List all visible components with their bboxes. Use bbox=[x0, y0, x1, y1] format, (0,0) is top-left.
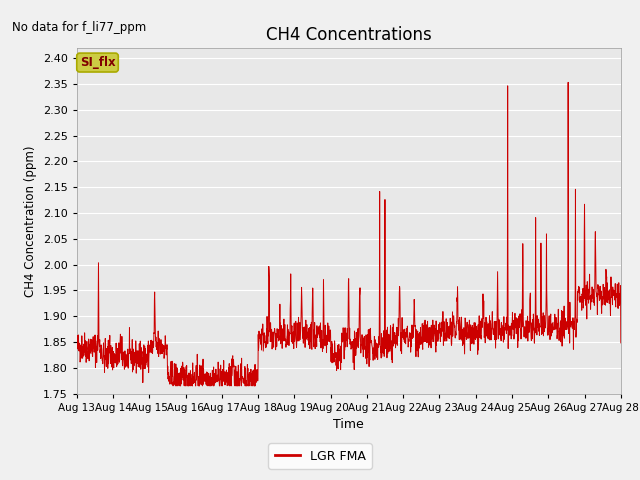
X-axis label: Time: Time bbox=[333, 418, 364, 431]
Legend: LGR FMA: LGR FMA bbox=[268, 444, 372, 469]
Title: CH4 Concentrations: CH4 Concentrations bbox=[266, 25, 431, 44]
Y-axis label: CH4 Concentration (ppm): CH4 Concentration (ppm) bbox=[24, 145, 37, 297]
Text: SI_flx: SI_flx bbox=[80, 56, 115, 69]
Text: No data for f_li77_ppm: No data for f_li77_ppm bbox=[12, 21, 146, 34]
